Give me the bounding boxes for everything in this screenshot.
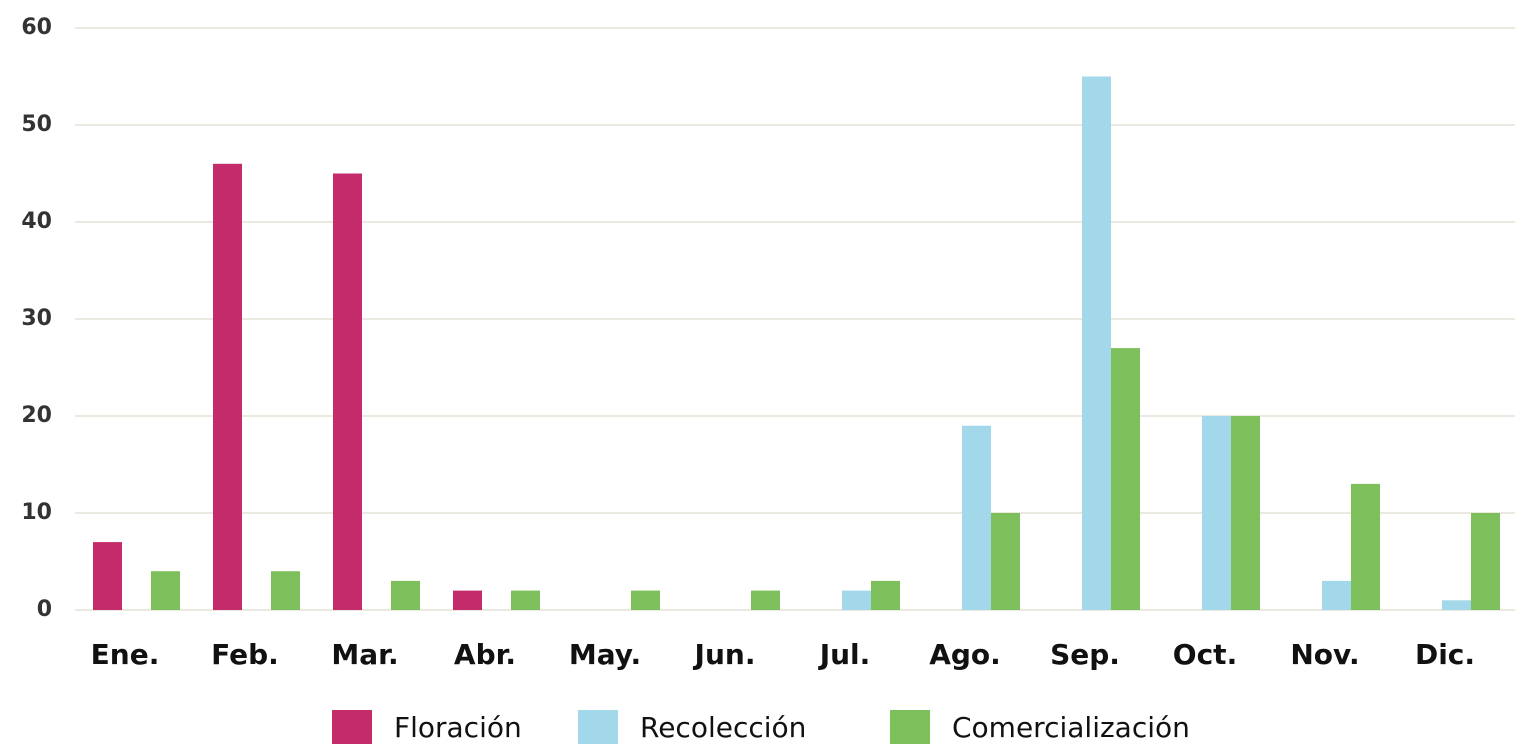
bar xyxy=(1202,416,1231,610)
bar xyxy=(751,590,780,610)
bar xyxy=(1471,513,1500,610)
legend-label: Recolección xyxy=(640,711,806,744)
bar xyxy=(1231,416,1260,610)
bar xyxy=(1442,600,1471,610)
x-tick-label: Dic. xyxy=(1415,638,1475,671)
x-tick-label: Abr. xyxy=(454,638,516,671)
bar xyxy=(1111,348,1140,610)
y-tick-label: 10 xyxy=(21,500,52,525)
bar xyxy=(962,425,991,610)
x-tick-label: Nov. xyxy=(1290,638,1359,671)
legend-label: Floración xyxy=(394,711,522,744)
legend-label: Comercialización xyxy=(952,711,1190,744)
bar xyxy=(842,590,871,610)
bar xyxy=(333,173,362,610)
bar xyxy=(991,513,1020,610)
y-tick-label: 0 xyxy=(37,597,52,622)
legend-swatch xyxy=(890,710,930,744)
bar xyxy=(151,571,180,610)
y-tick-label: 20 xyxy=(21,403,52,428)
bar xyxy=(93,542,122,610)
bar xyxy=(391,580,420,610)
x-tick-label: Jun. xyxy=(693,638,756,671)
x-tick-label: Mar. xyxy=(331,638,398,671)
bar xyxy=(453,590,482,610)
y-tick-label: 50 xyxy=(21,112,52,137)
legend-swatch xyxy=(578,710,618,744)
x-tick-label: Oct. xyxy=(1173,638,1237,671)
bar xyxy=(511,590,540,610)
x-tick-label: May. xyxy=(569,638,641,671)
bar xyxy=(1322,580,1351,610)
bar xyxy=(1082,76,1111,610)
bar xyxy=(631,590,660,610)
y-tick-label: 60 xyxy=(21,15,52,40)
y-tick-label: 40 xyxy=(21,209,52,234)
bar xyxy=(271,571,300,610)
legend-swatch xyxy=(332,710,372,744)
x-tick-label: Sep. xyxy=(1050,638,1120,671)
y-tick-label: 30 xyxy=(21,306,52,331)
bar xyxy=(213,163,242,611)
bar xyxy=(1351,483,1380,610)
x-tick-label: Jul. xyxy=(818,638,871,671)
x-tick-label: Feb. xyxy=(211,638,279,671)
bar xyxy=(871,580,900,610)
x-tick-label: Ene. xyxy=(91,638,160,671)
x-tick-label: Ago. xyxy=(929,638,1001,671)
